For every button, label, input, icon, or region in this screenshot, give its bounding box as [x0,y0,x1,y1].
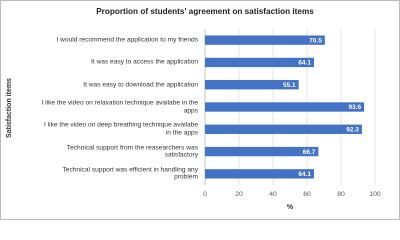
x-tick-label: 0 [203,191,207,198]
x-tick-label: 60 [303,191,311,198]
data-label: 55.1 [283,82,296,89]
y-axis-title: Satisfaction items [6,78,13,138]
bar [205,57,314,68]
bar [205,169,314,179]
x-tick-label: 100 [369,191,381,198]
bar [205,102,365,112]
bar [205,80,299,90]
data-label: 64.1 [298,171,311,178]
data-label: 66.7 [303,149,316,156]
y-tick-label: I like the video on relaxation technique… [41,99,198,115]
y-tick-label: It was easy to download the application [83,80,198,88]
chart: Proportion of students' agreement on sat… [0,0,400,220]
y-tick-label: I would recommend the application to my … [56,36,198,44]
y-tick-label: Technical support from the reasearchers … [66,144,198,159]
y-tick-label: It was easy to access the application [90,58,198,66]
x-tick-label: 40 [269,191,277,198]
data-label: 92.3 [346,127,359,134]
data-label: 70.5 [309,37,322,44]
chart-svg: Proportion of students' agreement on sat… [0,0,400,220]
x-tick-label: 20 [235,191,243,198]
x-axis-title: % [287,204,294,211]
x-tick-label: 80 [337,191,345,198]
bar [205,35,325,45]
bar [205,146,319,157]
y-tick-label: Technical support was efficient in handl… [62,166,199,181]
data-label: 64.1 [298,60,311,67]
chart-title: Proportion of students' agreement on sat… [96,7,314,16]
bar [205,124,362,134]
data-label: 93.6 [348,104,361,111]
y-tick-label: I like the video on deep breathing techn… [44,121,198,137]
